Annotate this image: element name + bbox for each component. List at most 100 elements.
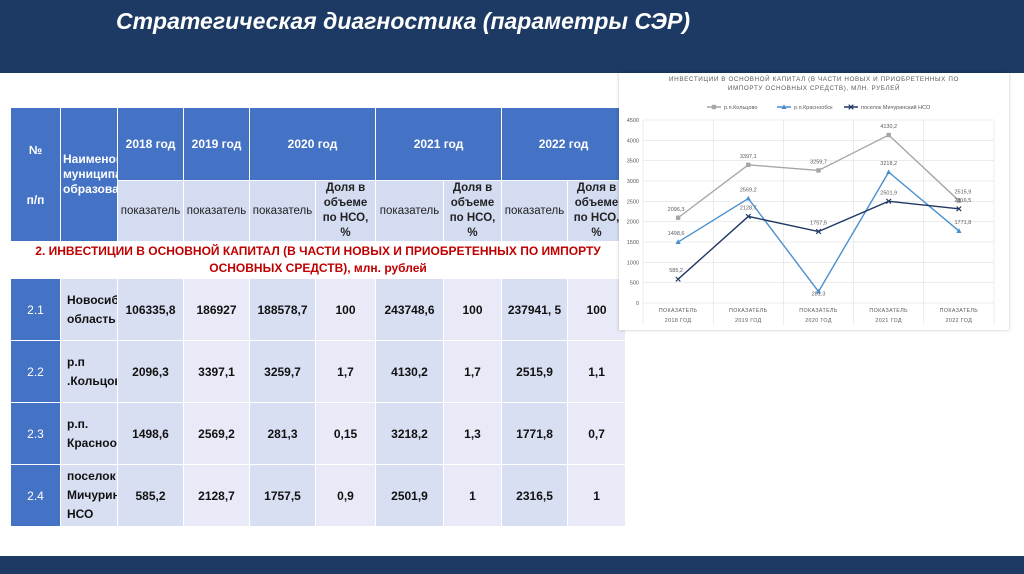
cell-2021: 3218,2 [375, 402, 445, 465]
data-label: 1771,8 [954, 220, 971, 226]
data-point [886, 169, 892, 175]
y-tick-label: 500 [630, 281, 639, 287]
col-num-header-top: № [28, 142, 43, 157]
row-name: р.п. Краснообск [60, 402, 118, 465]
cell-2020: 3259,7 [249, 340, 316, 403]
y-tick-label: 0 [636, 301, 639, 307]
data-point [675, 239, 681, 245]
sub-share-2021: Доля в объеме по НСО, % [443, 180, 503, 242]
data-label: 281,3 [812, 292, 826, 298]
legend-marker [781, 104, 787, 109]
cell-share-2020: 1,7 [314, 340, 377, 403]
cell-share-2021: 1 [443, 464, 503, 527]
y-tick-label: 4000 [627, 138, 639, 144]
chart-title-line-1: ИНВЕСТИЦИИ В ОСНОВНОЙ КАПИТАЛ (В ЧАСТИ Н… [669, 74, 959, 83]
table-section-row: 2. ИНВЕСТИЦИИ В ОСНОВНОЙ КАПИТАЛ (В ЧАСТ… [9, 241, 627, 279]
data-point [816, 168, 821, 173]
data-point [886, 132, 891, 138]
data-label: 1498,6 [668, 231, 685, 237]
year-header-2019: 2019 год [183, 107, 250, 181]
cell-2021: 4130,2 [375, 340, 445, 403]
cell-2020: 281,3 [249, 402, 316, 465]
x-tick-label: ПОКАЗАТЕЛЬ [729, 308, 768, 314]
cell-2022: 1771,8 [501, 402, 569, 465]
data-label: 3397,1 [740, 154, 757, 160]
sub-indicator-2021: показатель [375, 180, 445, 242]
cell-2020: 188578,7 [249, 278, 316, 341]
y-tick-label: 3500 [627, 159, 639, 165]
row-number: 2.4 [10, 464, 61, 527]
data-point [956, 206, 962, 212]
cell-share-2020: 0,15 [314, 402, 377, 465]
table-subheader-row: показатель показатель показатель Доля в … [11, 180, 627, 242]
cell-share-2022: 1,1 [567, 340, 627, 403]
x-tick-label: 2018 ГОД [665, 318, 692, 324]
cell-2021: 243748,6 [375, 278, 445, 341]
data-label: 1757,5 [810, 221, 827, 227]
x-tick-label: 2022 ГОД [946, 318, 973, 324]
cell-2022: 237941, 5 [501, 278, 569, 341]
cell-2019: 2569,2 [183, 402, 250, 465]
legend-label: р.п.Краснообск [794, 105, 833, 111]
y-tick-label: 1500 [627, 240, 639, 246]
data-label: 2096,3 [668, 207, 685, 213]
row-number: 2.2 [10, 340, 61, 403]
legend-label: поселок Мичуринский НСО [861, 104, 931, 111]
col-num-header: № п/п [10, 107, 61, 242]
cell-share-2022: 100 [567, 278, 627, 341]
data-point [675, 215, 681, 220]
table-row: 2.4 поселок Мичуринский НСО 585,2 2128,7… [10, 464, 627, 527]
data-point [815, 228, 822, 235]
data-label: 2501,9 [880, 190, 897, 196]
cell-2020: 1757,5 [249, 464, 316, 527]
cell-share-2022: 1 [567, 464, 627, 527]
cell-share-2020: 100 [314, 278, 377, 341]
cell-2019: 2128,7 [183, 464, 250, 527]
row-name: Новосибирская область [60, 278, 118, 341]
line-chart: ИНВЕСТИЦИИ В ОСНОВНОЙ КАПИТАЛ (В ЧАСТИ Н… [627, 74, 995, 325]
data-point [815, 288, 822, 294]
x-tick-label: ПОКАЗАТЕЛЬ [869, 308, 908, 314]
x-tick-label: 2019 ГОД [735, 318, 762, 324]
data-label: 4130,2 [880, 124, 897, 130]
data-label: 2569,2 [740, 188, 757, 194]
legend-label: р.п.Кольцово [724, 105, 757, 111]
cell-share-2022: 0,7 [567, 402, 627, 465]
x-tick-label: 2021 ГОД [875, 318, 902, 324]
year-header-2021: 2021 год [375, 107, 503, 181]
data-label: 3218,2 [880, 161, 897, 167]
x-tick-label: ПОКАЗАТЕЛЬ [940, 308, 979, 314]
cell-2019: 186927 [183, 278, 250, 341]
data-point [885, 198, 892, 204]
cell-2022: 2515,9 [501, 340, 569, 403]
series-line [677, 200, 959, 280]
cell-share-2021: 1,3 [443, 402, 503, 465]
section-title: 2. ИНВЕСТИЦИИ В ОСНОВНОЙ КАПИТАЛ (В ЧАСТ… [9, 241, 627, 279]
cell-2019: 3397,1 [183, 340, 250, 403]
y-tick-label: 1000 [627, 260, 639, 266]
cell-2022: 2316,5 [501, 464, 569, 527]
col-name-header: Наименование муниципального образования [60, 107, 118, 242]
y-tick-label: 3000 [627, 179, 639, 185]
row-number: 2.3 [10, 402, 61, 465]
year-header-2020: 2020 год [248, 107, 377, 181]
cell-2021: 2501,9 [375, 464, 445, 527]
year-header-2022: 2022 год [501, 107, 627, 181]
legend-marker [711, 104, 717, 110]
data-label: 585,2 [669, 268, 683, 274]
sub-indicator-2018: показатель [117, 180, 184, 242]
cell-2018: 106335,8 [117, 278, 184, 341]
data-label: 2316,5 [954, 198, 971, 204]
cell-2018: 585,2 [117, 464, 184, 527]
cell-2018: 1498,6 [117, 402, 184, 465]
legend-marker [848, 104, 854, 110]
series-line [677, 134, 960, 219]
col-num-header-bottom: п/п [26, 192, 45, 207]
table-row: 2.2 р.п .Кольцово 2096,3 3397,1 3259,7 1… [10, 340, 627, 403]
row-name: поселок Мичуринский НСО [60, 464, 118, 527]
data-point [956, 198, 962, 203]
data-label: 3259,7 [810, 159, 827, 165]
x-tick-label: ПОКАЗАТЕЛЬ [659, 308, 698, 314]
data-label: 2515,9 [954, 190, 971, 196]
table-row: 2.1 Новосибирская область 106335,8 18692… [10, 278, 627, 341]
